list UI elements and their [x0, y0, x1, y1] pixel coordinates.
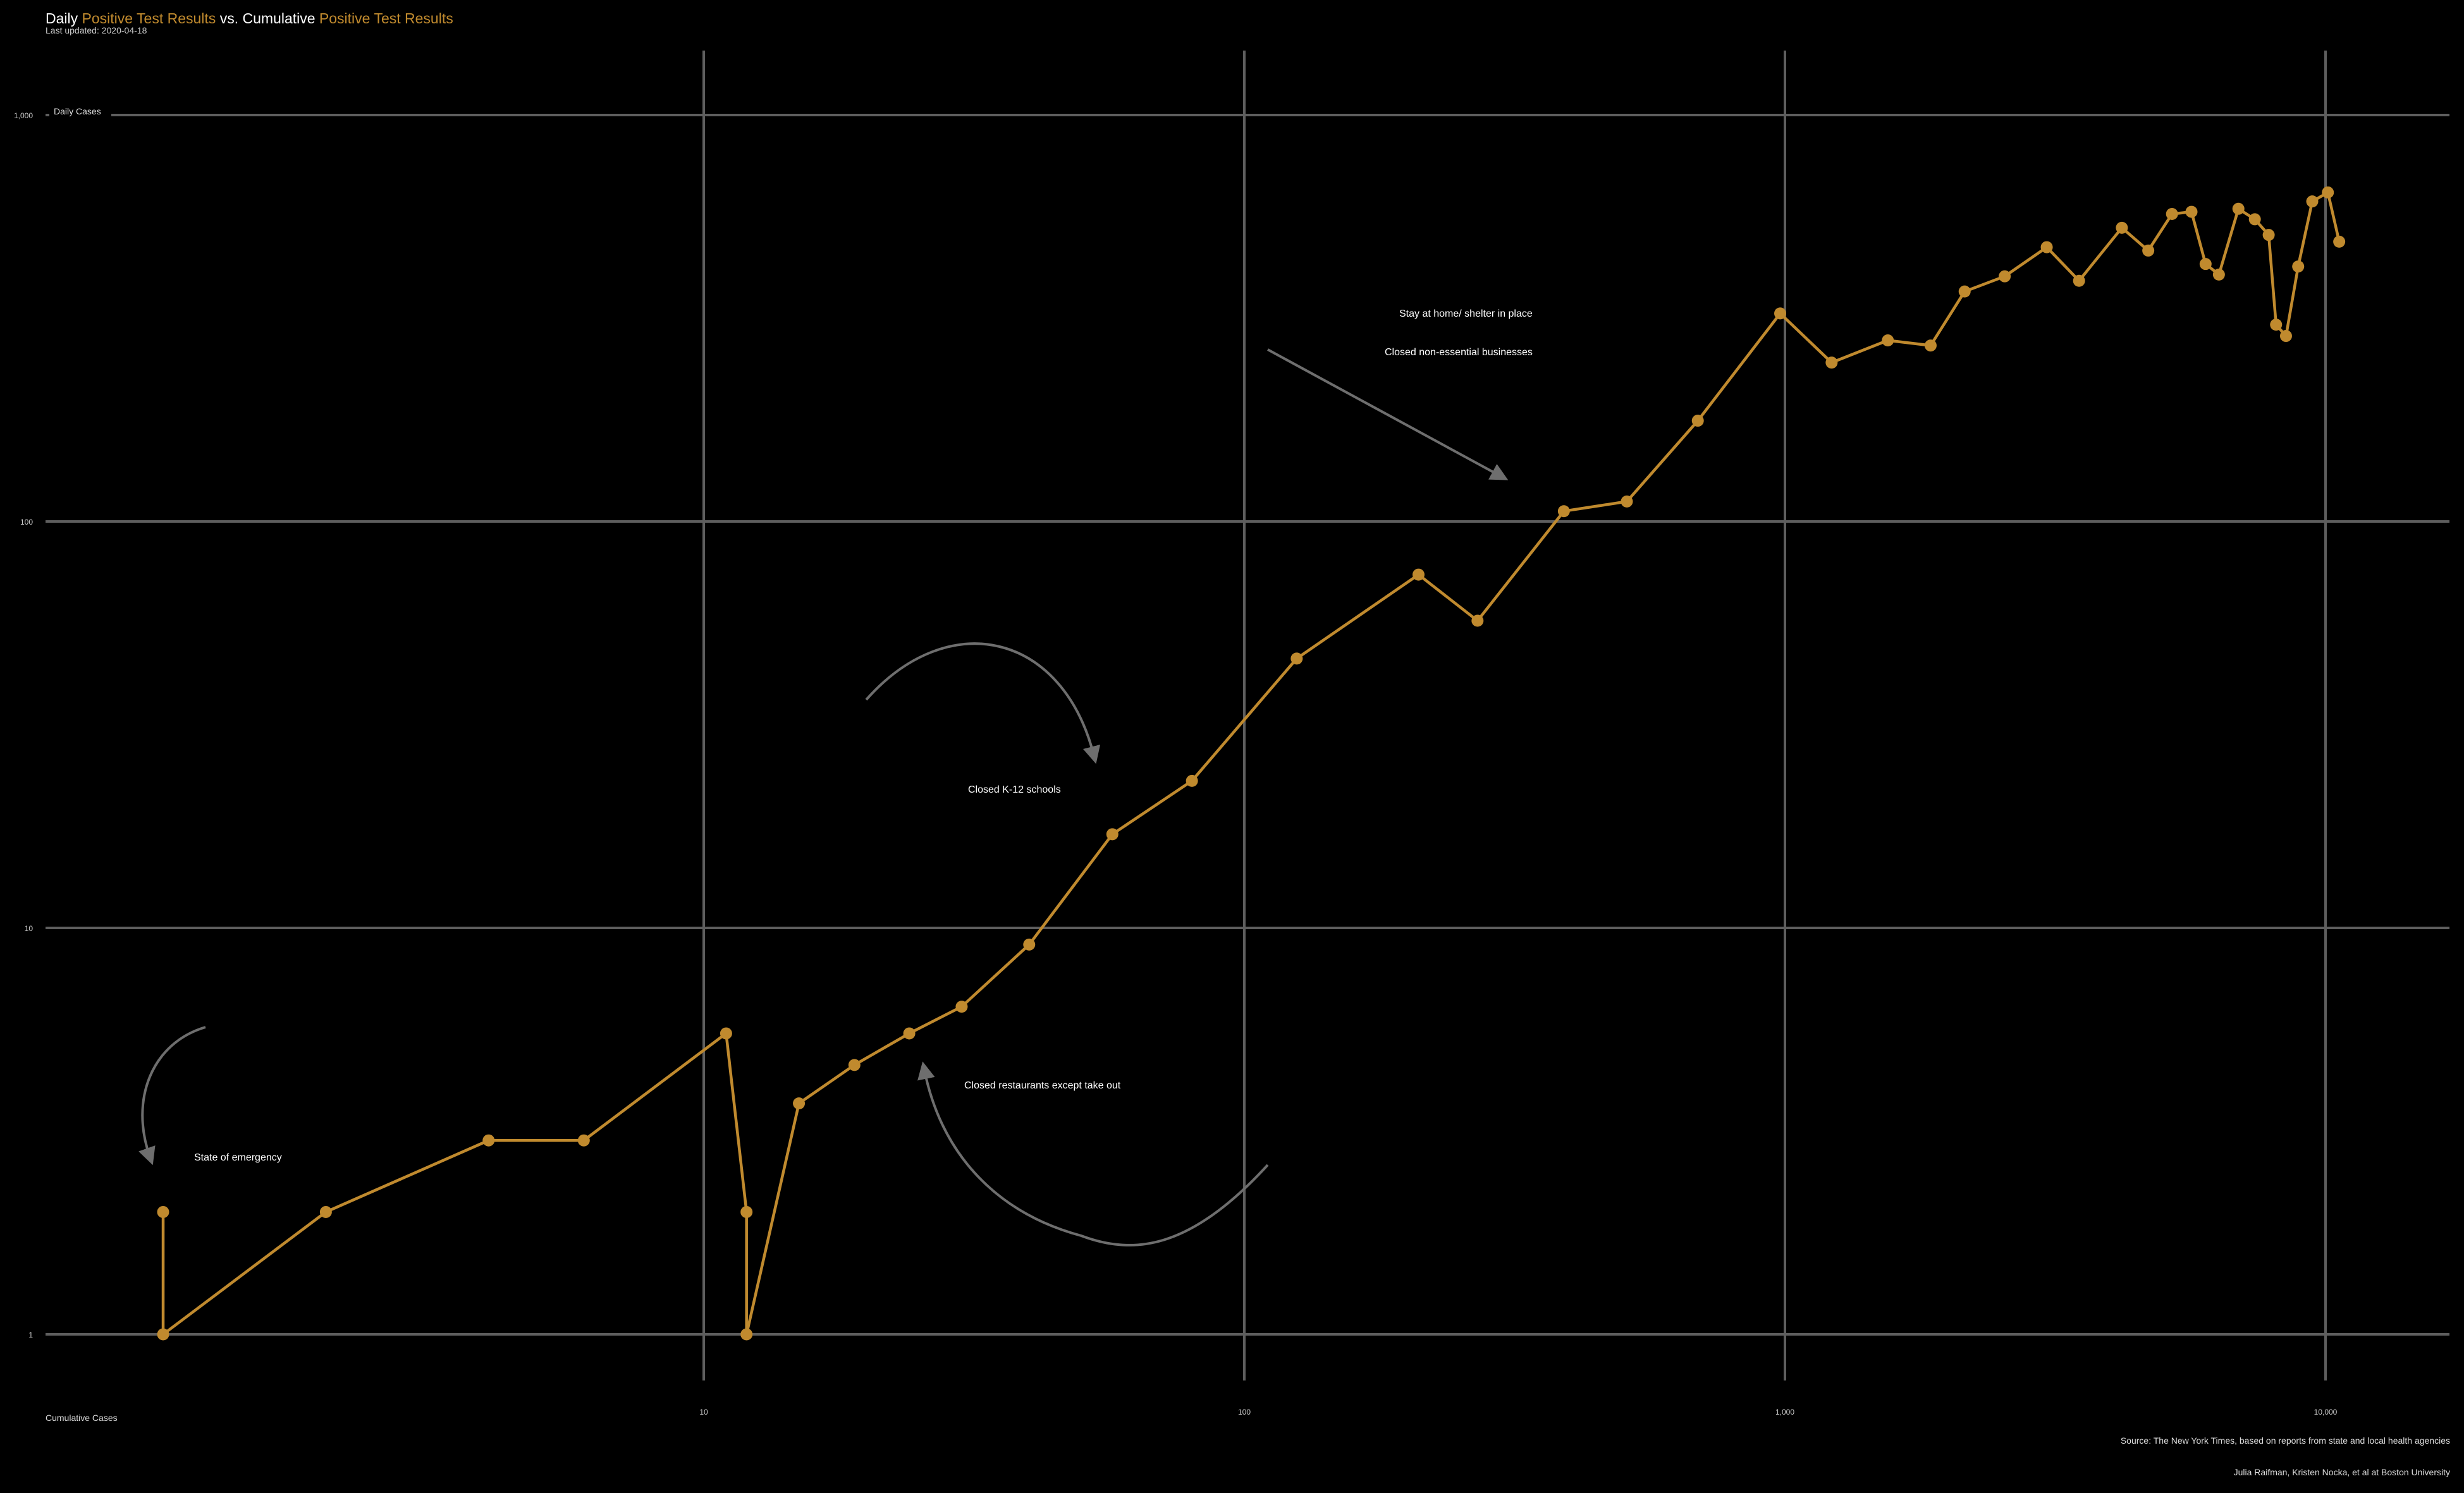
data-point-11 [955, 1001, 968, 1013]
data-point-36 [2248, 213, 2261, 226]
data-point-0 [157, 1205, 169, 1218]
annotation-state-of-emergency: State of emergency [194, 1152, 282, 1163]
x-tick-label-10000: 10,000 [2314, 1408, 2338, 1417]
annotation-closed-restaurants: Closed restaurants except take out [964, 1080, 1121, 1091]
data-point-18 [1557, 505, 1570, 518]
x-tick-label-1000: 1,000 [1775, 1408, 1794, 1417]
data-point-30 [2142, 244, 2155, 257]
annotation-closed-non-essential: Closed non-essential businesses [1385, 347, 1533, 358]
data-point-12 [1023, 938, 1036, 951]
data-point-15 [1290, 652, 1303, 665]
arrow-stay-at-home [1267, 348, 1509, 480]
data-point-7 [740, 1328, 753, 1341]
x-axis-label: Cumulative Cases [46, 1413, 118, 1423]
data-point-3 [482, 1134, 495, 1147]
chart-title: Daily Positive Test Results vs. Cumulati… [46, 9, 453, 28]
series-layer [157, 186, 2346, 1341]
y-tick-label-10: 10 [25, 924, 34, 933]
data-point-19 [1621, 495, 1633, 508]
y-tick-bg-10 [11, 920, 38, 935]
data-point-35 [2232, 202, 2245, 215]
data-point-41 [2306, 195, 2319, 208]
data-point-37 [2262, 229, 2275, 241]
grid-lines [46, 51, 2449, 1380]
title-word-test-results-2: Test Results [374, 10, 453, 27]
data-point-5 [720, 1027, 732, 1040]
data-point-27 [2040, 241, 2053, 253]
y-tick-bg-1 [11, 1327, 38, 1342]
y-tick-bg-100 [11, 514, 38, 529]
data-point-1 [157, 1328, 169, 1341]
data-point-24 [1924, 339, 1937, 352]
data-point-23 [1882, 334, 1894, 346]
data-point-39 [2279, 330, 2292, 343]
title-word-positive-1: Positive [82, 10, 133, 27]
arrow-closed-k12-schools [865, 642, 1101, 764]
data-point-25 [1958, 285, 1971, 298]
series-line-0 [161, 191, 2341, 1336]
y-axis-label: Daily Cases [54, 106, 101, 116]
source-caption: Source: The New York Times, based on rep… [2120, 1435, 2450, 1446]
data-point-38 [2270, 319, 2283, 331]
y-axis-label-group: Daily Cases [49, 102, 111, 120]
title-word-vs-cumulative: vs. Cumulative [219, 10, 316, 27]
x-tick-label-10: 10 [699, 1408, 708, 1417]
data-point-6 [740, 1205, 753, 1218]
y-tick-label-100: 100 [20, 518, 33, 527]
data-point-20 [1691, 415, 1704, 427]
data-point-16 [1412, 568, 1425, 581]
y-tick-bg-1000 [11, 107, 38, 123]
annotation-closed-k12-schools: Closed K-12 schools [968, 784, 1061, 795]
data-point-14 [1186, 774, 1198, 787]
data-point-17 [1471, 614, 1484, 627]
y-tick-label-1: 1 [28, 1331, 33, 1339]
data-point-10 [903, 1027, 916, 1040]
authors-caption: Julia Raifman, Kristen Nocka, et al at B… [2233, 1467, 2450, 1477]
data-point-22 [1825, 356, 1838, 369]
data-point-32 [2185, 205, 2198, 218]
data-point-21 [1774, 307, 1786, 320]
title-word-daily: Daily [46, 10, 78, 27]
title-word-test-results-1: Test Results [137, 10, 216, 27]
data-point-43 [2333, 235, 2346, 248]
arrow-state-of-emergency [138, 1026, 206, 1166]
data-point-13 [1106, 828, 1119, 841]
data-point-34 [2212, 268, 2225, 281]
title-word-positive-2: Positive [319, 10, 371, 27]
data-point-4 [577, 1134, 590, 1147]
data-point-29 [2116, 221, 2128, 234]
last-updated: Last updated: 2020-04-18 [46, 25, 147, 35]
arrow-closed-restaurants [917, 1061, 1269, 1246]
data-point-26 [1999, 270, 2011, 283]
data-point-42 [2322, 186, 2334, 198]
data-point-31 [2166, 207, 2178, 220]
annotation-stay-at-home: Stay at home/ shelter in place [1399, 308, 1533, 319]
x-tick-label-100: 100 [1238, 1408, 1251, 1417]
data-point-33 [2199, 258, 2212, 271]
annotation-labels: State of emergency Closed K-12 schools C… [194, 308, 1533, 1163]
data-point-9 [848, 1059, 861, 1071]
data-point-2 [319, 1205, 332, 1218]
data-point-28 [2073, 274, 2085, 287]
annotation-arrows [138, 348, 1509, 1246]
data-point-40 [2292, 260, 2305, 273]
y-tick-label-1000: 1,000 [14, 111, 33, 120]
data-point-8 [793, 1097, 806, 1110]
axis-ticks: 10 100 1,000 10,000 1 10 100 1,000 [11, 107, 2338, 1417]
